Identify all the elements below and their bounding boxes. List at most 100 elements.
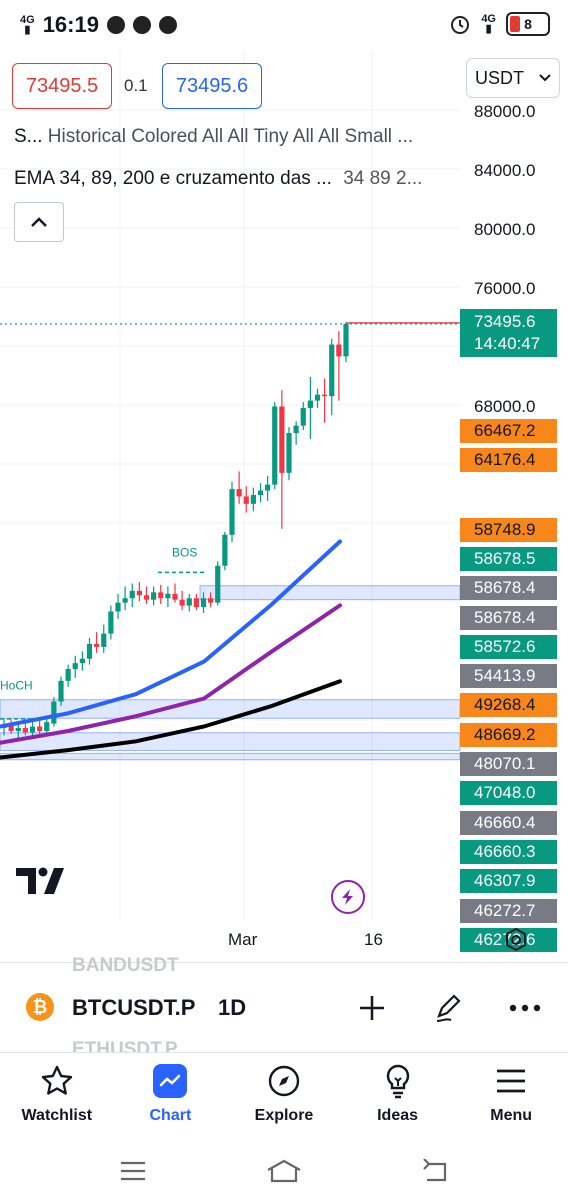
order-block-zone xyxy=(0,699,461,719)
nav-watchlist-label: Watchlist xyxy=(21,1107,93,1124)
candle-body xyxy=(65,669,71,681)
scroll-ghost-symbol-above: BANDUSDT xyxy=(72,955,179,976)
lightbulb-icon xyxy=(386,1064,409,1099)
bitcoin-icon: ₿ xyxy=(26,993,54,1021)
status-time: 16:19 xyxy=(42,12,99,37)
time-axis-label-mar: Mar xyxy=(228,930,258,949)
candle-body xyxy=(22,728,28,733)
currency-value: USDT xyxy=(475,67,524,88)
candle-body xyxy=(279,406,285,473)
candle-body xyxy=(129,590,135,599)
indicator-legend-1[interactable]: S... Historical Colored All All Tiny All… xyxy=(14,126,454,148)
chat-icon xyxy=(132,16,151,34)
candle-body xyxy=(215,565,221,603)
candle-body xyxy=(186,598,192,606)
price-tag: 47048.0 xyxy=(460,781,557,805)
more-dots-icon xyxy=(509,1004,541,1012)
alarm-icon xyxy=(451,16,470,34)
bos-label: BOS xyxy=(172,545,197,559)
nav-chart-label: Chart xyxy=(149,1107,192,1124)
battery-icon: 8 xyxy=(506,12,550,36)
indicator-legend-2[interactable]: EMA 34, 89, 200 e cruzamento das ... 34 … xyxy=(14,168,454,190)
legend1-text: Historical Colored All All Tiny All All … xyxy=(47,126,414,147)
interval-selector[interactable]: 1D xyxy=(218,995,247,1020)
candle-body xyxy=(79,658,85,664)
menu-icon xyxy=(497,1069,526,1093)
home-icon[interactable] xyxy=(265,1158,303,1184)
candle-body xyxy=(136,590,142,596)
more-options-button[interactable] xyxy=(508,991,542,1025)
currency-select[interactable]: USDT xyxy=(466,58,560,98)
candle-body xyxy=(329,344,335,397)
candle-body xyxy=(208,598,214,603)
candle-body xyxy=(336,344,342,357)
chevron-up-icon xyxy=(31,217,47,227)
nav-ideas[interactable]: Ideas xyxy=(341,1053,455,1142)
status-right: 4G ▮ 8 xyxy=(449,12,550,36)
symbol-bar: BANDUSDT ₿ BTCUSDT.P 1D ETHUSDT.P xyxy=(0,955,568,1060)
nav-ideas-label: Ideas xyxy=(377,1107,419,1124)
chart-settings-icon[interactable] xyxy=(502,926,530,954)
price-tag: 58678.5 xyxy=(460,547,557,571)
network-indicator-left: 4G ▮ xyxy=(20,14,35,36)
price-axis-label: 80000.0 xyxy=(474,220,536,239)
price-tag: 58678.4 xyxy=(460,576,557,600)
messenger-icon xyxy=(106,16,125,34)
candle-body xyxy=(172,593,178,600)
add-button[interactable] xyxy=(355,991,389,1025)
ema-line xyxy=(0,603,342,745)
candle-body xyxy=(243,496,249,504)
price-tag: 46272.6 xyxy=(460,928,557,952)
candle-body xyxy=(193,598,199,608)
collapse-legend-button[interactable] xyxy=(14,202,64,242)
price-axis-label: 76000.0 xyxy=(474,279,536,298)
candle-body xyxy=(37,726,43,731)
candle-countdown: 14:40:47 xyxy=(474,334,541,353)
nav-chart[interactable]: Chart xyxy=(114,1053,228,1142)
candle-body xyxy=(143,595,150,600)
time-axis-label-16: 16 xyxy=(364,930,383,949)
symbol-name[interactable]: BTCUSDT.P xyxy=(72,995,196,1020)
chart-area[interactable]: BOS HoCH 73495.5 0.1 73495.6 USDT S... Hi… xyxy=(0,50,568,962)
buy-price-button[interactable]: 73495.6 xyxy=(162,63,262,109)
candle-body xyxy=(165,593,171,599)
legend1-prefix: S... xyxy=(14,126,43,147)
candle-body xyxy=(236,489,242,497)
candle-body xyxy=(86,643,93,659)
flash-icon[interactable] xyxy=(331,880,365,914)
candle-body xyxy=(94,643,100,647)
recent-apps-icon[interactable] xyxy=(119,1160,147,1182)
price-axis-label: 68000.0 xyxy=(474,397,536,416)
candle-body xyxy=(257,490,264,495)
candle-body xyxy=(108,611,114,634)
candle-body xyxy=(200,598,207,608)
pen-icon xyxy=(436,994,461,1022)
last-price-value: 73495.6 xyxy=(474,312,536,331)
candle-body xyxy=(115,602,121,612)
candle-body xyxy=(58,680,64,702)
price-tag: 49268.4 xyxy=(460,693,557,717)
candle-body xyxy=(8,725,14,731)
price-tag: 64176.4 xyxy=(460,448,557,472)
candle-body xyxy=(101,633,107,647)
nav-watchlist[interactable]: Watchlist xyxy=(0,1053,114,1142)
price-tag: 48669.2 xyxy=(460,723,557,747)
candle-body xyxy=(272,406,278,485)
candle-body xyxy=(293,425,299,434)
order-block-zone xyxy=(199,585,461,601)
status-left: 4G ▮ 16:19 xyxy=(20,12,177,38)
price-chart[interactable]: BOS HoCH xyxy=(0,50,568,962)
nav-menu[interactable]: Menu xyxy=(454,1053,568,1142)
nav-explore[interactable]: Explore xyxy=(227,1053,341,1142)
back-icon[interactable] xyxy=(421,1159,449,1183)
bottom-navigation: Watchlist Chart Explore Ideas Menu xyxy=(0,1052,568,1142)
sell-price-button[interactable]: 73495.5 xyxy=(12,63,112,109)
chevron-down-icon xyxy=(539,74,551,82)
candle-body xyxy=(250,494,256,504)
zalo-icon xyxy=(158,16,177,34)
candle-body xyxy=(322,394,328,397)
order-block-zone xyxy=(0,752,461,761)
price-tag: 54413.9 xyxy=(460,664,557,688)
drawing-tools-button[interactable] xyxy=(432,991,466,1025)
candle-body xyxy=(158,592,164,599)
